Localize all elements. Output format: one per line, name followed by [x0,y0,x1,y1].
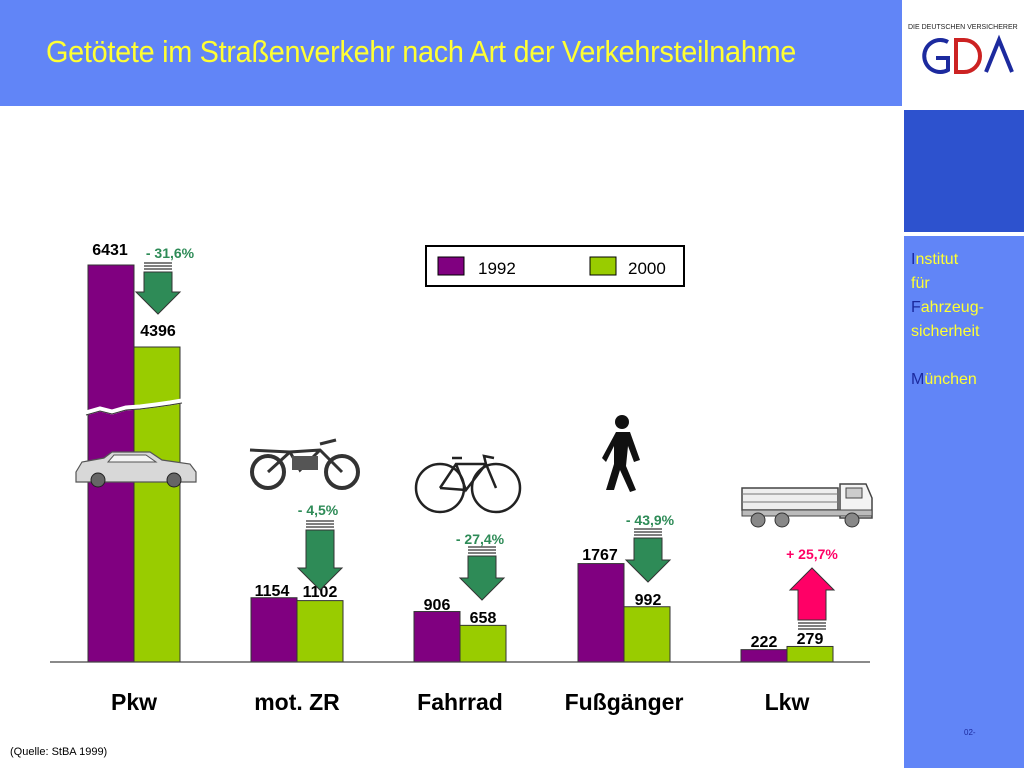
change-label: - 31,6% [146,245,195,261]
gdv-logo: DIE DEUTSCHEN VERSICHERER [902,0,1024,106]
arrow-up-icon [788,567,836,630]
legend-label-1992: 1992 [478,259,516,278]
x-tick-label: Pkw [111,689,157,715]
logo-letter-d [954,38,982,74]
axis-break [85,398,183,416]
value-label: 222 [751,634,778,651]
institute-line: München [911,371,977,388]
legend-swatch-1992 [437,256,465,276]
institute-line: sicherheit [911,323,980,340]
value-label: 906 [424,597,451,614]
change-label: - 27,4% [456,531,505,547]
bar-2000-2 [459,624,507,663]
arrow-down-icon [134,262,182,315]
institute-line: für [911,275,930,292]
institute-line: Fahrzeug- [911,299,984,316]
bar-chart: Pkw mot. ZR Fahrrad Fußgänger Lkw 6431 1154 906… [50,242,873,715]
value-label: 1154 [255,583,290,600]
sidebar-dark-panel [904,110,1024,232]
motorcycle-icon [249,438,360,490]
legend-label-2000: 2000 [628,259,666,278]
bar-1992-2 [413,611,461,663]
arrow-down-icon [296,520,344,591]
truck-icon [741,483,873,528]
arrow-down-icon [458,546,506,601]
value-label: 6431 [92,242,128,259]
legend: 1992 2000 [425,245,685,287]
change-label: - 4,5% [298,502,339,518]
value-label: 279 [797,631,824,648]
bar-2000-0 [133,346,181,663]
page-title: Getötete im Straßenverkehr nach Art der … [46,34,797,69]
logo-letter-g [922,38,950,74]
institute-line [911,344,984,368]
sidebar-light-panel [904,236,1024,768]
bar-2000-3 [623,606,671,663]
institute-line: Institut [911,251,959,268]
logo-tagline: DIE DEUTSCHEN VERSICHERER [908,24,1018,31]
bar-2000-4 [786,645,834,663]
value-label: 658 [470,610,497,627]
change-label: - 43,9% [626,512,675,528]
header-bar: Getötete im Straßenverkehr nach Art der … [0,0,902,106]
legend-swatch-2000 [589,256,617,276]
bar-1992-4 [740,649,788,663]
logo-letter-v [984,34,1014,73]
bar-2000-1 [296,600,344,663]
institute-name: Institut für Fahrzeug- sicherheit Münche… [911,248,984,392]
car-icon [75,451,197,488]
gdv-logo-graphic: DIE DEUTSCHEN VERSICHERER [908,24,1018,74]
source-note: (Quelle: StBA 1999) [10,746,108,758]
change-label: + 25,7% [786,546,838,562]
x-tick-label: Fußgänger [565,689,684,715]
value-label: 992 [635,592,662,609]
x-tick-label: mot. ZR [254,689,340,715]
value-label: 4396 [140,323,176,340]
x-tick-label: Fahrrad [417,689,503,715]
value-label: 1767 [582,547,618,564]
bar-1992-3 [577,563,625,663]
pedestrian-icon [602,415,640,492]
bar-1992-1 [250,597,298,663]
page-number: 02- [964,728,976,737]
value-label: 1102 [303,584,338,601]
axis-break-line [85,402,183,416]
arrow-down-icon [624,528,672,583]
x-tick-label: Lkw [765,689,810,715]
bicycle-icon [414,454,522,514]
